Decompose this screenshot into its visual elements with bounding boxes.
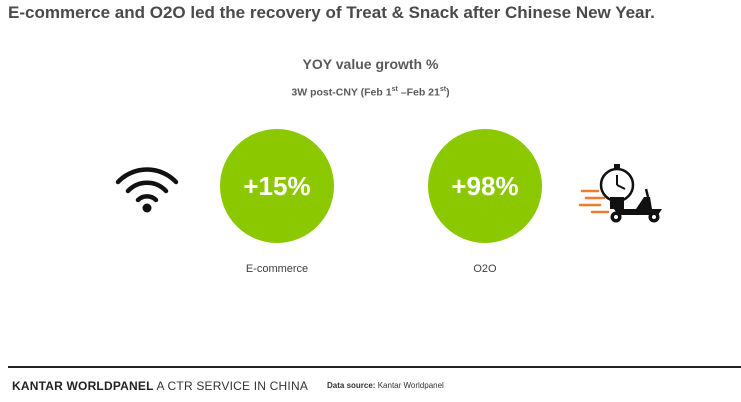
bubble-o2o: +98% [428,129,542,243]
category-label-ecommerce: E-commerce [246,263,308,275]
page-title: E-commerce and O2O led the recovery of T… [8,3,655,22]
bubble-o2o-circle [428,129,542,243]
footer-divider [8,366,741,368]
brand-logo-text: KANTAR WORLDPANEL A CTR SERVICE IN CHINA [12,379,309,393]
bubble-ecommerce-circle [220,129,334,243]
delivery-scooter-icon [578,164,662,223]
bubble-ecommerce: +15% [220,129,334,243]
bubble-ecommerce-value: +15% [243,171,310,201]
chart-title: YOY value growth % [302,56,439,72]
data-source: Data source: Kantar Worldpanel [327,381,444,390]
wifi-icon [115,167,179,213]
category-label-o2o: O2O [473,263,497,275]
chart-area: +15% E-commerce +98% O2O [115,129,662,275]
chart-subtitle: 3W post-CNY (Feb 1st –Feb 21st) [291,86,450,99]
bubble-o2o-value: +98% [451,171,518,201]
